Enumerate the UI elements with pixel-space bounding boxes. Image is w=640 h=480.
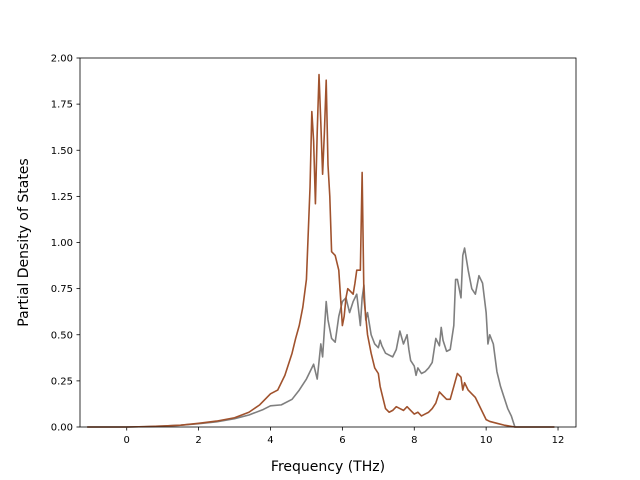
series-line-2 <box>87 73 555 428</box>
x-axis-label: Frequency (THz) <box>271 459 385 475</box>
tick-layer: 0 2 4 6 8 10 12 0.00 0.25 0.50 0.75 1.00 1.25 1.50 1.7… <box>51 54 565 447</box>
x-tick-label: 8 <box>411 435 417 446</box>
y-tick-label: 1.00 <box>51 238 73 249</box>
x-tick-label: 6 <box>339 435 345 446</box>
axes-frame <box>79 57 577 428</box>
y-tick-label: 1.50 <box>51 146 73 157</box>
x-tick-label: 0 <box>124 435 130 446</box>
y-tick-label: 2.00 <box>51 54 73 65</box>
y-axis-label: Partial Density of States <box>16 158 32 326</box>
y-tick-label: 0.75 <box>51 284 73 295</box>
y-tick-label: 1.75 <box>51 100 73 111</box>
x-tick-label: 2 <box>195 435 201 446</box>
y-tick-label: 0.50 <box>51 330 73 341</box>
x-tick-label: 4 <box>267 435 273 446</box>
x-tick-label: 10 <box>480 435 493 446</box>
series-line-1 <box>87 247 555 428</box>
x-tick-label: 12 <box>552 435 565 446</box>
y-tick-label: 1.25 <box>51 192 73 203</box>
y-tick-label: 0.00 <box>51 423 73 434</box>
plot-area <box>87 73 555 428</box>
y-tick-label: 0.25 <box>51 376 73 387</box>
